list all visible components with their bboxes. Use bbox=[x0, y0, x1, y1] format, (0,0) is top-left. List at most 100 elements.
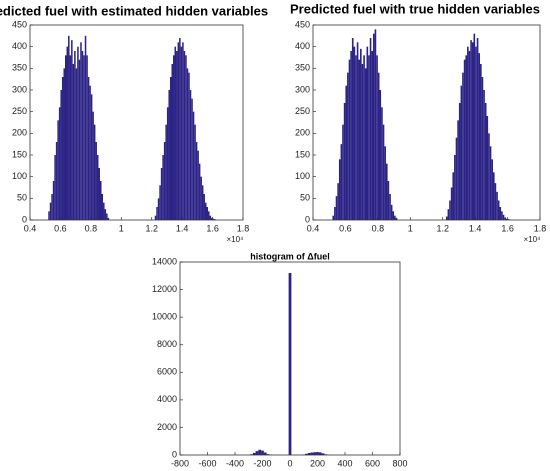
histogram-bar bbox=[494, 183, 497, 220]
histogram-bar bbox=[458, 103, 461, 220]
histogram-bar bbox=[470, 40, 472, 220]
histogram-bar bbox=[492, 172, 495, 220]
histogram-bar bbox=[505, 218, 508, 220]
histogram-bar bbox=[468, 51, 471, 220]
histogram-bar bbox=[69, 55, 72, 221]
histogram-bar bbox=[343, 103, 346, 220]
histogram-bar bbox=[169, 77, 172, 220]
histogram-bar bbox=[385, 163, 388, 220]
histogram-bar bbox=[63, 68, 65, 220]
x-tick-label: 1.8 bbox=[534, 223, 547, 233]
histogram-bar bbox=[445, 216, 448, 220]
histogram-bar bbox=[369, 38, 372, 220]
x-tick-label: 1.4 bbox=[469, 223, 482, 233]
histogram-bar bbox=[156, 207, 158, 220]
histogram-bar bbox=[363, 55, 365, 221]
x-tick-label: 0.8 bbox=[372, 223, 385, 233]
x-tick-label: -600 bbox=[198, 458, 216, 468]
histogram-bar bbox=[338, 159, 341, 220]
y-tick-label: 4000 bbox=[157, 394, 177, 404]
x-tick-label: 0.4 bbox=[307, 223, 320, 233]
histogram-bar bbox=[200, 176, 202, 220]
histogram-bar bbox=[93, 124, 96, 220]
histogram-bar bbox=[80, 42, 82, 221]
histogram-bar bbox=[52, 181, 55, 220]
histogram-bar bbox=[489, 146, 492, 220]
histogram-bar bbox=[465, 55, 468, 221]
histogram-bar bbox=[361, 64, 364, 220]
histogram-bar bbox=[447, 209, 450, 220]
histogram-bar bbox=[192, 111, 195, 220]
chart-title: histogram of Δfuel bbox=[250, 251, 329, 261]
histogram-bar bbox=[471, 42, 474, 221]
y-tick-label: 12000 bbox=[152, 284, 177, 294]
histogram-bar bbox=[58, 107, 61, 220]
histogram-bar bbox=[90, 94, 93, 220]
histogram-bar bbox=[188, 72, 190, 221]
histogram-bar bbox=[305, 453, 308, 455]
histogram-bar bbox=[68, 35, 70, 221]
x-tick-label: -200 bbox=[253, 458, 271, 468]
histogram-bar bbox=[337, 183, 339, 220]
histogram-bar bbox=[455, 137, 458, 220]
histogram-bar bbox=[381, 107, 383, 220]
histogram-bar bbox=[98, 168, 100, 220]
histogram-bar bbox=[154, 215, 157, 220]
histogram-bar bbox=[252, 452, 256, 455]
histogram-bar bbox=[174, 46, 177, 220]
histogram-bar bbox=[83, 55, 85, 221]
histogram-bar bbox=[106, 213, 108, 220]
axes-box bbox=[29, 24, 244, 221]
histogram-bar bbox=[496, 191, 498, 220]
axis-exponent: ×10⁴ bbox=[523, 235, 541, 244]
histogram-bar bbox=[334, 207, 336, 220]
histogram-bar bbox=[255, 451, 259, 455]
y-tick-label: 0 bbox=[305, 214, 310, 224]
x-tick-label: 0.6 bbox=[54, 223, 67, 233]
histogram-bar bbox=[81, 51, 84, 220]
histogram-bar bbox=[159, 185, 161, 220]
x-tick-label: 0.6 bbox=[339, 223, 352, 233]
histogram-bar bbox=[507, 219, 510, 220]
histogram-bar bbox=[87, 77, 90, 220]
histogram-bar bbox=[374, 29, 377, 221]
y-tick-label: 400 bbox=[295, 41, 310, 51]
y-tick-label: 6000 bbox=[157, 367, 177, 377]
histogram-bar bbox=[350, 51, 352, 220]
x-tick-label: 200 bbox=[310, 458, 325, 468]
histogram-bar bbox=[101, 194, 104, 220]
y-tick-label: 400 bbox=[12, 41, 27, 51]
y-tick-label: 50 bbox=[17, 193, 27, 203]
histogram-bar bbox=[376, 55, 378, 221]
y-tick-label: 150 bbox=[295, 149, 310, 159]
histogram-bar bbox=[389, 194, 391, 220]
histogram-bar bbox=[166, 107, 169, 220]
histogram-bar bbox=[74, 51, 76, 220]
histogram-bar bbox=[347, 72, 349, 221]
histogram-bar bbox=[203, 194, 205, 220]
histogram-bar bbox=[450, 187, 453, 220]
histogram-bar bbox=[49, 202, 52, 220]
y-tick-label: 0 bbox=[172, 449, 177, 459]
histogram-bar bbox=[66, 46, 69, 220]
histogram-bar bbox=[71, 40, 73, 220]
histogram-bar bbox=[48, 211, 50, 220]
histogram-bar bbox=[95, 142, 97, 220]
y-tick-label: 250 bbox=[12, 106, 27, 116]
histogram-bar bbox=[355, 55, 357, 221]
y-tick-label: 0 bbox=[22, 214, 27, 224]
x-tick-label: 1.8 bbox=[237, 223, 250, 233]
histogram-bar bbox=[384, 146, 386, 220]
y-tick-label: 14000 bbox=[152, 256, 177, 266]
histogram-bar bbox=[460, 85, 463, 221]
x-tick-label: 400 bbox=[337, 458, 352, 468]
histogram-bar bbox=[332, 215, 335, 220]
y-tick-label: 100 bbox=[295, 171, 310, 181]
y-tick-label: 150 bbox=[12, 149, 27, 159]
histogram-bar bbox=[209, 215, 212, 220]
x-tick-label: 1.4 bbox=[176, 223, 189, 233]
histogram-bar bbox=[463, 59, 466, 220]
histogram-bar bbox=[499, 207, 502, 220]
x-tick-label: 1.6 bbox=[206, 223, 219, 233]
histogram-bar bbox=[60, 90, 62, 220]
